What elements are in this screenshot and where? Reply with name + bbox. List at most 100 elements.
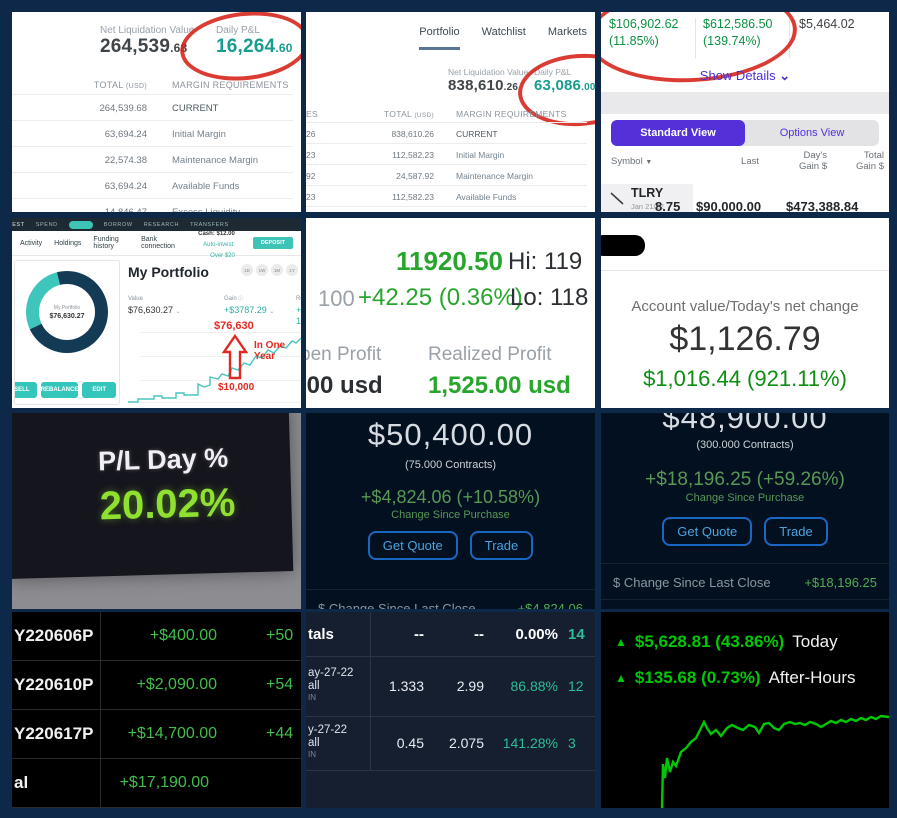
price-line-chart[interactable] xyxy=(601,712,889,808)
chevron-down-icon[interactable]: ⌄ xyxy=(269,309,275,315)
donut-value: $76,630.27 xyxy=(49,312,85,320)
value-metric[interactable]: Value $76,630.27 ⌄ xyxy=(128,294,181,318)
quantity-value: 100 xyxy=(318,286,355,311)
rebalance-button[interactable]: REBALANCE xyxy=(40,382,79,398)
row-divider xyxy=(306,770,595,771)
change-since-close-label: $ Change Since Last Close xyxy=(318,601,476,609)
chevron-down-icon[interactable]: ⌄ xyxy=(175,309,181,315)
action-buttons: Get Quote Trade xyxy=(601,517,889,546)
total-value: 63,694.24 xyxy=(104,129,147,140)
gain-clipped: 12 xyxy=(568,678,584,694)
option-pnl: +$2,090.00 xyxy=(136,676,217,693)
symbol-column-header[interactable]: Symbol ▼ xyxy=(611,156,653,167)
trade-button[interactable]: Trade xyxy=(764,517,828,546)
table-row: al +$17,190.00 xyxy=(12,759,301,808)
change-since-purchase-value: +$4,824.06 (+10.58%) xyxy=(360,487,541,507)
gain-metric[interactable]: Gain ⓘ +$3787.29 ⌄ xyxy=(224,294,274,318)
subnav-bank-connection[interactable]: Bank connection xyxy=(141,236,175,250)
get-quote-button[interactable]: Get Quote xyxy=(367,531,458,560)
nav-item-borrow[interactable]: BORROW xyxy=(103,221,133,228)
range-1y[interactable]: 1Y xyxy=(286,264,298,276)
options-view-button[interactable]: Options View xyxy=(779,127,845,139)
high-value: Hi: 119 xyxy=(508,248,583,275)
standard-view-button[interactable]: Standard View xyxy=(611,120,745,146)
net-liquidation-value: 838,610.26 xyxy=(448,77,519,94)
total-pnl: +$17,190.00 xyxy=(119,774,209,791)
cash-summary: Cash: $12.00 Auto-invest: Over $20 xyxy=(198,230,235,259)
view-toggle: Standard View Options View xyxy=(611,120,879,146)
subnav-activity[interactable]: Activity xyxy=(20,239,43,247)
days-gain-value: $90,000.00 xyxy=(696,199,762,212)
days-gain-column-header: Day's Gain $ xyxy=(799,150,827,172)
gain-label: Gain xyxy=(224,296,237,302)
sell-button[interactable]: SELL xyxy=(15,382,37,398)
range-selector: 1D 1W 1M 1Y xyxy=(241,264,298,276)
range-1w[interactable]: 1W xyxy=(256,264,268,276)
gain-percent: 141.28% xyxy=(502,735,558,751)
nav-item-spend[interactable]: SPEND xyxy=(35,221,58,228)
info-icon: ⓘ xyxy=(238,296,244,302)
account-value: $1,126.79 xyxy=(669,320,821,358)
change-since-purchase-label: Change Since Purchase xyxy=(685,492,805,504)
subnav-holdings[interactable]: Holdings xyxy=(54,239,82,247)
realized-profit-value: 1,525.00 usd xyxy=(428,372,571,399)
realized-profit-label: Realized Profit xyxy=(428,344,552,365)
total-value: 838,610.26 xyxy=(391,129,434,139)
account-value-panel: Account value/Today's net change $1,126.… xyxy=(601,218,889,408)
cost-value: 0.45 xyxy=(396,735,424,751)
total-gain-percent: $612,586.50 (139.74%) xyxy=(703,17,773,48)
chevron-down-icon: ⌄ xyxy=(779,68,791,83)
edit-button[interactable]: EDIT xyxy=(82,382,116,398)
cell-value: -- xyxy=(474,626,484,643)
table-row: 63,694.24 Initial Margin xyxy=(12,120,293,147)
net-liquidation-label: Net Liquidation Value xyxy=(448,67,529,77)
change-value: +42.25 (0.36%) xyxy=(358,284,523,311)
tab-portfolio[interactable]: Portfolio xyxy=(419,26,460,50)
contracts-count: (75.000 Contracts) xyxy=(404,459,497,471)
contract-info: ay-27-22 all IN xyxy=(308,667,354,702)
daily-pnl-value: 63,086.00 xyxy=(534,77,595,94)
return-metric: Retu + 1 xyxy=(296,294,301,327)
change-since-close-label: $ Change Since Last Close xyxy=(613,575,771,590)
nav-item-research[interactable]: RESEARCH xyxy=(143,221,180,228)
total-gain-dollar: $106,902.62 (11.85%) xyxy=(609,17,679,48)
price-value: 2.99 xyxy=(456,678,484,694)
after-hours-change-value: $135.68 (0.73%) xyxy=(634,668,761,687)
total-gain-column-header: Total Gain $ xyxy=(856,150,884,172)
gain-clipped: 3 xyxy=(568,735,576,751)
nav-item-transfers[interactable]: TRANSFERS xyxy=(190,221,229,228)
range-1d[interactable]: 1D xyxy=(241,264,253,276)
up-triangle-icon: ▲ xyxy=(615,635,627,649)
option-pnl: +$14,700.00 xyxy=(127,725,217,742)
total-value: 112,582.23 xyxy=(392,150,434,160)
today-label: Today xyxy=(792,632,838,651)
net-change-value: $1,016.44 (921.11%) xyxy=(643,366,847,391)
deposit-button[interactable]: DEPOSIT xyxy=(252,237,293,249)
symbol-ticker[interactable]: TLRY xyxy=(631,186,664,200)
nav-active-pill[interactable] xyxy=(68,220,93,229)
gain-amount: +$3787.29 xyxy=(224,305,267,315)
table-row: 92 24,587.92 Maintenance Margin xyxy=(306,164,587,186)
total-value: 112,582.23 xyxy=(392,192,434,202)
table-row: 264,539.68 CURRENT xyxy=(12,94,293,121)
option-pct: +50 xyxy=(266,627,294,644)
get-quote-button[interactable]: Get Quote xyxy=(662,517,753,546)
range-1m[interactable]: 1M xyxy=(271,264,283,276)
price-value: 2.075 xyxy=(448,735,484,751)
table-row: Y220610P +$2,090.00 +54 xyxy=(12,661,301,710)
pl-day-value: 20.02% xyxy=(99,480,236,529)
margin-column-header: MARGIN REQUIREMENTS xyxy=(456,109,567,119)
trade-button[interactable]: Trade xyxy=(469,531,534,560)
tab-watchlist[interactable]: Watchlist xyxy=(481,26,526,38)
total-percent: 0.00% xyxy=(515,626,558,643)
pl-day-photo-panel: P/L Day % 20.02% xyxy=(12,413,301,609)
subnav-funding-history[interactable]: Funding history xyxy=(93,236,119,250)
total-value: 24,587.92 xyxy=(396,171,434,181)
contracts-count: (300.000 Contracts) xyxy=(696,439,794,451)
divider xyxy=(601,270,889,271)
nav-item-invest[interactable]: VEST xyxy=(12,221,25,228)
table-row: 23 112,582.23 Initial Margin xyxy=(306,143,587,165)
tab-markets[interactable]: Markets xyxy=(547,26,587,38)
show-details-button[interactable]: Show Details ⌄ xyxy=(699,68,791,83)
option-symbol: Y220606P xyxy=(14,626,94,645)
